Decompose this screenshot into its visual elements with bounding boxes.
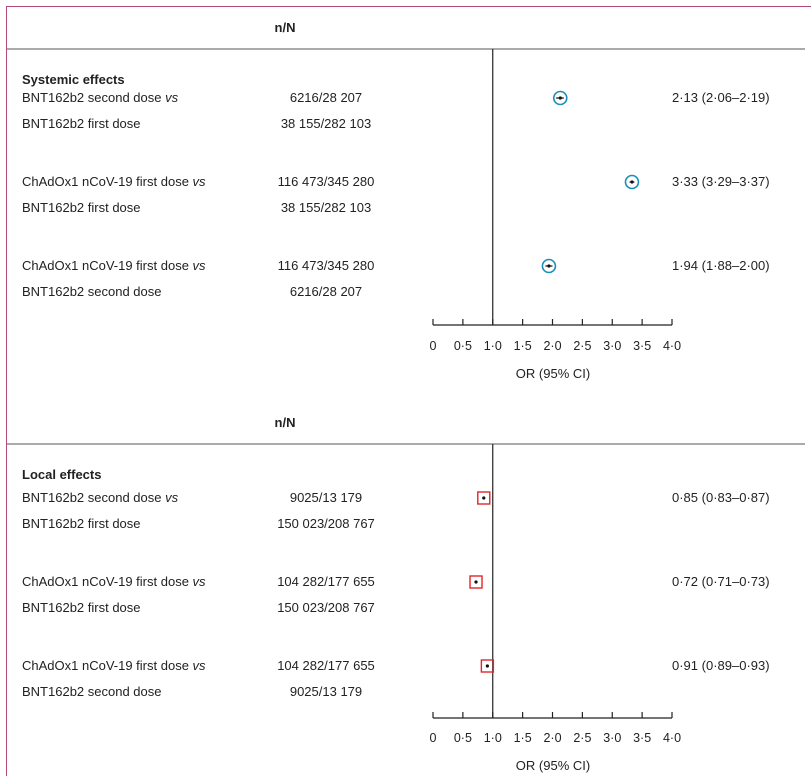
comparison-label-a: BNT162b2 second dose <box>22 490 165 505</box>
x-axis-label: OR (95% CI) <box>516 758 590 773</box>
x-tick-label: 3·0 <box>603 339 621 353</box>
x-tick-label: 1·0 <box>484 339 502 353</box>
n-over-N-a: 104 282/177 655 <box>277 574 375 589</box>
comparison-label-a: ChAdOx1 nCoV-19 first dose <box>22 574 193 589</box>
estimate-point <box>485 664 489 668</box>
x-tick-label: 0 <box>430 731 437 745</box>
odds-ratio-text: 0·72 (0·71–0·73) <box>672 574 770 589</box>
comparison-label-b: BNT162b2 first dose <box>22 600 141 615</box>
x-tick-label: 2·0 <box>543 731 561 745</box>
comparison-label-a: ChAdOx1 nCoV-19 first dose <box>22 658 193 673</box>
comparison-label: ChAdOx1 nCoV-19 first dose vs <box>22 574 206 589</box>
n-over-N-a: 9025/13 179 <box>290 490 362 505</box>
vs-label: vs <box>193 174 207 189</box>
x-tick-label: 4·0 <box>663 731 681 745</box>
comparison-label-a: BNT162b2 second dose <box>22 90 165 105</box>
x-tick-label: 0·5 <box>454 731 472 745</box>
odds-ratio-text: 3·33 (3·29–3·37) <box>672 174 770 189</box>
estimate-marker <box>541 258 557 274</box>
comparison-label-b: BNT162b2 first dose <box>22 516 141 531</box>
vs-label: vs <box>193 258 207 273</box>
n-over-N-b: 150 023/208 767 <box>277 600 375 615</box>
x-tick-label: 2·5 <box>573 731 591 745</box>
comparison-label-a: ChAdOx1 nCoV-19 first dose <box>22 258 193 273</box>
vs-label: vs <box>193 658 207 673</box>
comparison-label: ChAdOx1 nCoV-19 first dose vs <box>22 658 206 673</box>
estimate-point <box>474 580 478 584</box>
comparison-label-b: BNT162b2 second dose <box>22 284 161 299</box>
x-axis-label: OR (95% CI) <box>516 366 590 381</box>
section-title: Local effects <box>22 467 101 482</box>
comparison-label-b: BNT162b2 first dose <box>22 200 141 215</box>
x-tick-label: 1·5 <box>514 731 532 745</box>
odds-ratio-text: 0·91 (0·89–0·93) <box>672 658 770 673</box>
estimate-marker <box>552 90 568 106</box>
n-over-N-b: 38 155/282 103 <box>281 116 371 131</box>
odds-ratio-text: 0·85 (0·83–0·87) <box>672 490 770 505</box>
comparison-label: ChAdOx1 nCoV-19 first dose vs <box>22 174 206 189</box>
x-tick-label: 3·5 <box>633 339 651 353</box>
x-tick-label: 2·5 <box>573 339 591 353</box>
n-over-N-a: 104 282/177 655 <box>277 658 375 673</box>
n-over-N-b: 150 023/208 767 <box>277 516 375 531</box>
comparison-label-b: BNT162b2 second dose <box>22 684 161 699</box>
column-header-nN: n/N <box>275 415 296 430</box>
n-over-N-b: 38 155/282 103 <box>281 200 371 215</box>
x-tick-label: 0 <box>430 339 437 353</box>
n-over-N-a: 116 473/345 280 <box>278 174 375 189</box>
x-tick-label: 2·0 <box>543 339 561 353</box>
x-tick-label: 3·5 <box>633 731 651 745</box>
vs-label: vs <box>165 90 179 105</box>
figure-frame <box>6 6 811 776</box>
estimate-point <box>630 180 634 184</box>
odds-ratio-text: 1·94 (1·88–2·00) <box>672 258 770 273</box>
n-over-N-a: 116 473/345 280 <box>278 258 375 273</box>
x-tick-label: 1·5 <box>514 339 532 353</box>
estimate-marker <box>469 575 483 589</box>
n-over-N-a: 6216/28 207 <box>290 90 362 105</box>
vs-label: vs <box>193 574 207 589</box>
n-over-N-b: 9025/13 179 <box>290 684 362 699</box>
estimate-point <box>558 96 562 100</box>
x-tick-label: 3·0 <box>603 731 621 745</box>
comparison-label: BNT162b2 second dose vs <box>22 90 179 105</box>
estimate-point <box>547 264 551 268</box>
section-title: Systemic effects <box>22 72 125 87</box>
vs-label: vs <box>165 490 179 505</box>
n-over-N-b: 6216/28 207 <box>290 284 362 299</box>
odds-ratio-text: 2·13 (2·06–2·19) <box>672 90 770 105</box>
comparison-label-a: ChAdOx1 nCoV-19 first dose <box>22 174 193 189</box>
column-header-nN: n/N <box>275 20 296 35</box>
x-tick-label: 0·5 <box>454 339 472 353</box>
comparison-label-b: BNT162b2 first dose <box>22 116 141 131</box>
x-tick-label: 1·0 <box>484 731 502 745</box>
estimate-marker <box>480 659 495 673</box>
comparison-label: ChAdOx1 nCoV-19 first dose vs <box>22 258 206 273</box>
x-tick-label: 4·0 <box>663 339 681 353</box>
estimate-marker <box>477 491 491 505</box>
estimate-marker <box>624 174 640 190</box>
comparison-label: BNT162b2 second dose vs <box>22 490 179 505</box>
estimate-point <box>482 496 486 500</box>
